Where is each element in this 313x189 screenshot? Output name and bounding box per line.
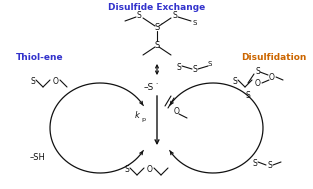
Text: Disulfidation: Disulfidation: [241, 53, 307, 61]
Text: k: k: [135, 112, 139, 121]
Text: O: O: [269, 73, 275, 81]
Text: –SH: –SH: [30, 153, 46, 163]
Text: S: S: [193, 20, 197, 26]
Text: S: S: [154, 40, 160, 50]
Text: S: S: [253, 159, 257, 167]
Text: S: S: [137, 12, 141, 20]
Text: ·: ·: [160, 21, 162, 27]
Text: S: S: [208, 61, 212, 67]
Text: S: S: [233, 77, 237, 87]
Text: Disulfide Exchange: Disulfide Exchange: [108, 2, 206, 12]
Text: S: S: [268, 161, 272, 170]
Text: S: S: [192, 66, 198, 74]
Text: S: S: [31, 77, 35, 87]
Text: p: p: [141, 116, 145, 122]
Text: O: O: [174, 108, 180, 116]
Text: O: O: [53, 77, 59, 87]
Text: O: O: [255, 80, 261, 88]
Text: S: S: [125, 166, 129, 174]
Text: S: S: [256, 67, 260, 77]
Text: ·: ·: [155, 81, 157, 87]
Text: Thiol-ene: Thiol-ene: [16, 53, 64, 61]
Text: O: O: [147, 166, 153, 174]
Text: S: S: [173, 12, 177, 20]
Text: S: S: [246, 91, 250, 99]
Text: S: S: [154, 23, 160, 33]
Text: –S: –S: [144, 84, 154, 92]
Text: S: S: [177, 63, 181, 71]
